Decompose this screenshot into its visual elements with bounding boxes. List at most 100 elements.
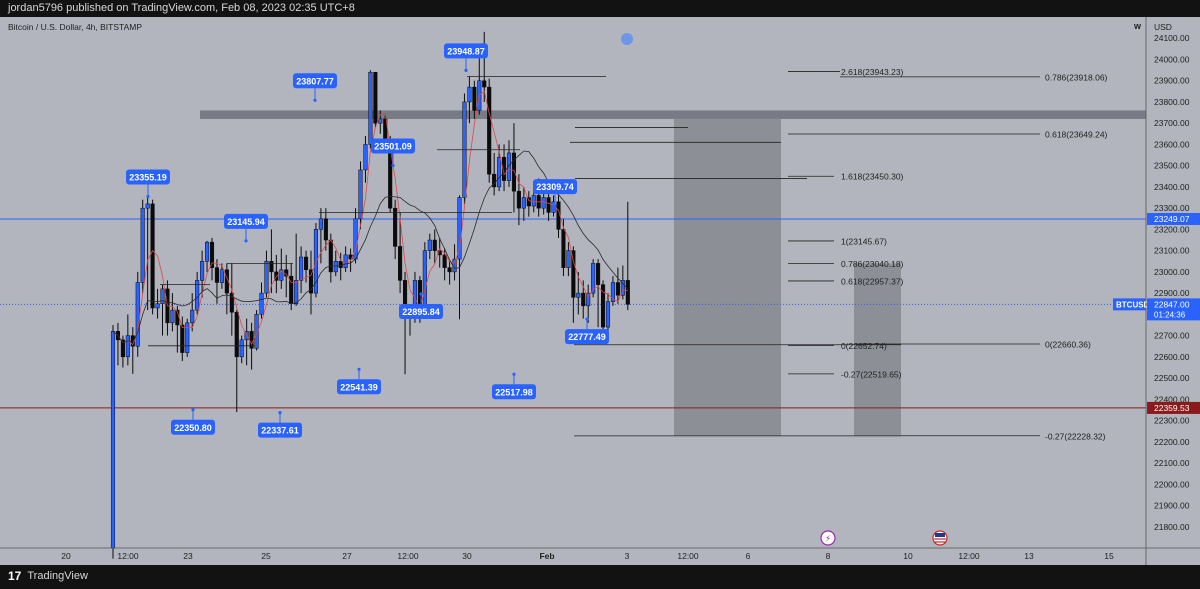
candle-body [338, 261, 343, 268]
price-axis-currency: USD [1154, 22, 1172, 32]
candle-body [205, 241, 210, 262]
swing-dot [391, 163, 395, 168]
candle-body [209, 241, 215, 268]
alert-marker-icon [621, 33, 633, 45]
last-price-label: 23249.07 [1154, 214, 1190, 224]
short-zone-2 [854, 263, 901, 436]
swing-dot [464, 68, 468, 72]
candle-body [566, 250, 571, 268]
candle-body [586, 292, 591, 307]
swing-label: 22895.84 [402, 307, 440, 317]
candle-body [323, 218, 328, 241]
publisher-bar: jordan5796 published on TradingView.com,… [0, 0, 1200, 17]
candle-body [274, 271, 279, 281]
swing-dot [191, 408, 195, 412]
candle-body [200, 261, 205, 281]
fib-label: 1.618(23450.30) [841, 172, 904, 182]
candle-body [625, 280, 630, 305]
time-tick: 23 [183, 551, 193, 561]
swing-label: 23501.09 [374, 141, 412, 151]
fib-label: 1(23145.67) [841, 236, 887, 246]
current-price-label: 22847.00 [1154, 299, 1190, 309]
candle-body [546, 197, 551, 213]
candle-body [259, 292, 264, 315]
price-tick: 21900.00 [1154, 501, 1190, 511]
swing-dot [244, 239, 248, 243]
swing-label: 23309.74 [536, 182, 574, 192]
candle-body [313, 229, 318, 294]
brand-label: TradingView [27, 570, 88, 582]
candle-body [170, 309, 175, 324]
candle-body [333, 261, 338, 273]
swing-badge [126, 169, 170, 185]
candle-body [269, 261, 274, 273]
time-tick: 30 [462, 551, 472, 561]
candle-body [294, 280, 299, 304]
candle-body [180, 324, 185, 353]
candle-body [615, 282, 620, 296]
swing-badge [533, 179, 577, 195]
swing-badge [565, 329, 609, 345]
candle-body [591, 263, 596, 294]
candle-body [442, 254, 447, 268]
swing-dot [357, 367, 361, 371]
tradingview-logo-icon: 17 [8, 569, 22, 583]
candle-body [343, 254, 348, 268]
candle-body [150, 203, 155, 309]
swing-badge [293, 73, 337, 89]
price-tick: 23400.00 [1154, 182, 1190, 192]
time-tick: 27 [342, 551, 352, 561]
price-tick: 22300.00 [1154, 416, 1190, 426]
price-tick: 23800.00 [1154, 97, 1190, 107]
candle-body [363, 144, 368, 171]
price-tick: 23900.00 [1154, 76, 1190, 86]
candle-body [135, 282, 140, 347]
candle-body [373, 71, 378, 124]
candle-body [561, 229, 566, 268]
red-level-label: 22359.53 [1154, 403, 1190, 413]
candle-body [432, 239, 437, 251]
price-tick: 23500.00 [1154, 161, 1190, 171]
us-flag-canton [935, 533, 945, 537]
fib-label: 2.618(23943.23) [841, 67, 904, 77]
chart-title: Bitcoin / U.S. Dollar, 4h, BITSTAMP [8, 22, 142, 32]
last-price-badge [1147, 212, 1200, 225]
price-tick: 22600.00 [1154, 352, 1190, 362]
candle-body [393, 207, 398, 247]
price-tick: 22400.00 [1154, 394, 1190, 404]
price-tick: 22100.00 [1154, 458, 1190, 468]
candle-body [398, 246, 403, 281]
candle-body [620, 280, 625, 296]
time-tick: 12:00 [677, 551, 699, 561]
swing-badge [258, 422, 302, 438]
swing-dot [553, 204, 557, 208]
swing-label: 23145.94 [227, 217, 265, 227]
ma-fast-line [112, 90, 628, 346]
publisher-text: jordan5796 published on TradingView.com,… [8, 2, 355, 14]
time-tick: 6 [746, 551, 751, 561]
candle-body [279, 269, 284, 281]
candle-body [576, 292, 581, 298]
current-price-badge [1147, 298, 1200, 321]
candle-body [234, 311, 239, 358]
candle-body [437, 250, 442, 256]
swing-dot [419, 292, 423, 296]
lightning-glyph: ⚡ [825, 534, 831, 544]
candle-body [506, 152, 512, 181]
fib-label: 0.618(22957.37) [841, 276, 904, 286]
candle-body [299, 256, 304, 281]
candle-body [140, 207, 145, 283]
swing-label: 23355.19 [129, 172, 167, 182]
red-level-badge [1147, 401, 1200, 414]
fib-label: -0.27(22228.32) [1045, 431, 1106, 441]
fib-label: 0.618(23649.24) [1045, 129, 1108, 139]
candle-body [457, 197, 462, 260]
swing-dot [313, 98, 317, 102]
candle-body [368, 71, 373, 145]
candle-body [487, 86, 492, 175]
swing-label: 23948.87 [447, 46, 485, 56]
price-tick: 22000.00 [1154, 479, 1190, 489]
symbol-badge [1113, 298, 1146, 311]
swing-badge [171, 419, 215, 435]
price-chart[interactable]: 2.618(23943.23) 0.786(23918.06) 0.618(2364… [0, 17, 1200, 565]
